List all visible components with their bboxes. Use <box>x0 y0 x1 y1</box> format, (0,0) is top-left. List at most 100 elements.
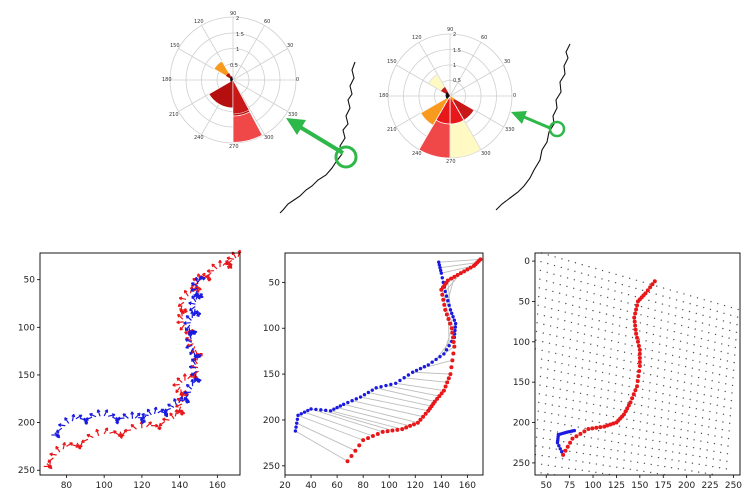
red-point <box>390 428 395 433</box>
grid-point <box>690 390 692 393</box>
grid-point <box>543 429 545 431</box>
grid-point <box>683 389 685 391</box>
grid-point <box>673 427 676 429</box>
rose-left-wedge <box>232 79 250 115</box>
rose-right-angle-label: 120 <box>412 35 422 41</box>
grid-point <box>688 318 690 321</box>
grid-point <box>725 375 727 377</box>
grid-point <box>691 375 693 377</box>
grid-point <box>712 465 714 468</box>
grid-point <box>620 400 622 403</box>
grid-point <box>664 457 667 460</box>
grid-point <box>666 337 668 339</box>
grid-point <box>587 274 590 276</box>
grid-point <box>602 363 604 365</box>
grid-point <box>689 398 691 401</box>
grid-point <box>727 344 730 347</box>
grid-point <box>595 370 597 372</box>
grid-point <box>578 306 581 308</box>
grid-point <box>606 305 608 307</box>
blue-arrow-head <box>192 331 196 335</box>
red-point <box>445 278 450 283</box>
grid-point <box>568 467 570 470</box>
x-tick-label: 75 <box>564 481 575 491</box>
grid-point <box>587 282 589 285</box>
grid-point <box>721 343 723 345</box>
red-point <box>349 453 354 458</box>
grid-point <box>722 327 724 330</box>
blue-arrow-head <box>196 379 201 383</box>
grid-point <box>724 390 726 393</box>
blue-arrow-head <box>193 293 198 298</box>
rose-spoke <box>232 79 288 112</box>
plot-frame <box>39 252 241 476</box>
grid-point <box>695 408 698 410</box>
red-point <box>635 303 640 308</box>
grid-point <box>610 348 612 350</box>
grid-point <box>678 364 680 366</box>
blue-point <box>452 318 457 322</box>
grid-point <box>719 459 721 461</box>
blue-point <box>430 360 434 364</box>
panel-grid: 50 75 100 125 150 175 200 225 250 0 50 100 150 200 250 <box>513 252 742 491</box>
grid-point <box>583 436 586 438</box>
blue-arrow-head <box>193 378 198 382</box>
blue-point <box>414 368 419 373</box>
grid-point <box>588 265 590 268</box>
x-tick-label: 20 <box>279 481 291 491</box>
grid-point <box>565 302 567 305</box>
correspondence-line <box>439 262 478 269</box>
grid-point <box>636 469 638 472</box>
grid-point <box>605 321 607 324</box>
grid-point <box>570 330 572 332</box>
grid-point <box>612 323 614 325</box>
grid-point <box>633 411 635 414</box>
red-point <box>446 376 451 381</box>
grid-point <box>662 287 665 289</box>
blue-arrow-head <box>56 434 60 438</box>
grid-point <box>689 295 692 297</box>
blue-arrow-head <box>140 420 145 424</box>
x-tick-label: 120 <box>407 481 424 491</box>
grid-point <box>581 367 583 369</box>
grid-point <box>596 345 599 347</box>
grid-point <box>614 391 616 393</box>
rose-right: 90 60 30 0 330 300 270 240 210 180 150 1… <box>379 27 516 165</box>
grid-point <box>693 431 696 433</box>
grid-point <box>686 445 688 448</box>
grid-point <box>543 323 545 326</box>
blue-point <box>448 308 453 312</box>
rose-left-angle-label: 270 <box>229 144 239 150</box>
blue-arrow-head <box>167 403 171 408</box>
grid-point <box>686 350 688 352</box>
grid-point <box>601 472 604 475</box>
blue-arrow-head <box>191 358 195 362</box>
grid-point <box>737 308 739 311</box>
grid-point <box>567 372 569 375</box>
grid-point <box>592 301 595 303</box>
blue-arrow-head <box>130 411 135 415</box>
grid-point <box>554 361 556 363</box>
grid-point <box>688 414 690 416</box>
blue-arrow-head <box>55 429 60 434</box>
grid-point <box>556 335 558 337</box>
grid-point <box>580 384 582 386</box>
grid-point <box>557 318 559 320</box>
grid-point <box>713 356 715 359</box>
grid-point <box>576 340 578 342</box>
grid-point <box>586 393 589 396</box>
grid-point <box>590 343 592 345</box>
correspondence-line <box>336 407 411 427</box>
correspondence-line <box>320 409 393 431</box>
grid-point <box>653 423 655 426</box>
grid-point <box>730 314 732 316</box>
grid-point <box>621 384 624 386</box>
grid-point <box>697 471 700 473</box>
red-point <box>633 311 638 316</box>
grid-point <box>729 322 731 324</box>
grid-point <box>644 356 646 358</box>
grid-point <box>579 401 581 403</box>
grid-point <box>565 406 567 409</box>
grid-point <box>619 308 622 311</box>
grid-point <box>578 314 580 317</box>
